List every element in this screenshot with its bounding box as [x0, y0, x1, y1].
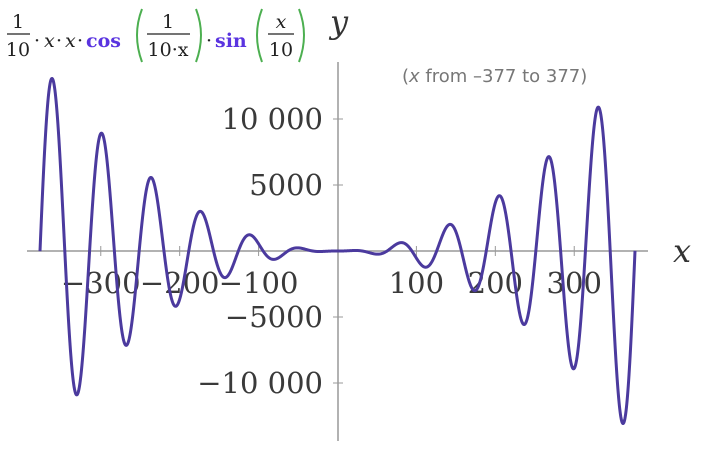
y-axis-label: y [328, 3, 349, 41]
dot-4: · [206, 30, 212, 52]
sin-arg-numerator: x [276, 11, 287, 33]
x-range-note: (x from –377 to 377) [402, 66, 587, 87]
sin-function-name: sin [215, 30, 247, 52]
coef-numerator: 1 [12, 11, 24, 33]
cos-right-bracket [195, 8, 202, 63]
x-tick-label: 300 [547, 266, 602, 300]
y-tick-label: 5000 [249, 168, 323, 202]
y-tick-label: −10 000 [197, 366, 323, 400]
sin-left-bracket [256, 8, 263, 63]
x-tick-label: 100 [389, 266, 444, 300]
range-var: x [408, 66, 420, 87]
cos-arg-denominator: 10·x [148, 39, 189, 61]
function-curve [38, 76, 637, 426]
cos-left-bracket [136, 8, 143, 63]
range-open-paren: ( [402, 66, 409, 87]
x-tick-label: −300 [61, 266, 141, 300]
y-tick-label: 10 000 [222, 102, 323, 136]
x-tick-label: −100 [219, 266, 299, 300]
sin-right-bracket [298, 8, 305, 63]
sin-arg-denominator: 10 [269, 39, 293, 61]
var-x-2: x [65, 30, 76, 52]
x-axis-label: x [673, 232, 691, 270]
formula: 1 10 · x · x · cos 1 10·x · sin x 10 [6, 8, 305, 63]
y-tick-label: −5000 [225, 300, 323, 334]
range-text: from –377 to 377) [420, 66, 588, 87]
cos-function-name: cos [86, 30, 121, 52]
coef-denominator: 10 [6, 39, 30, 61]
dot-1: · [34, 30, 40, 52]
dot-3: · [77, 30, 83, 52]
var-x-1: x [44, 30, 55, 52]
dot-2: · [56, 30, 62, 52]
cos-arg-numerator: 1 [162, 11, 174, 33]
